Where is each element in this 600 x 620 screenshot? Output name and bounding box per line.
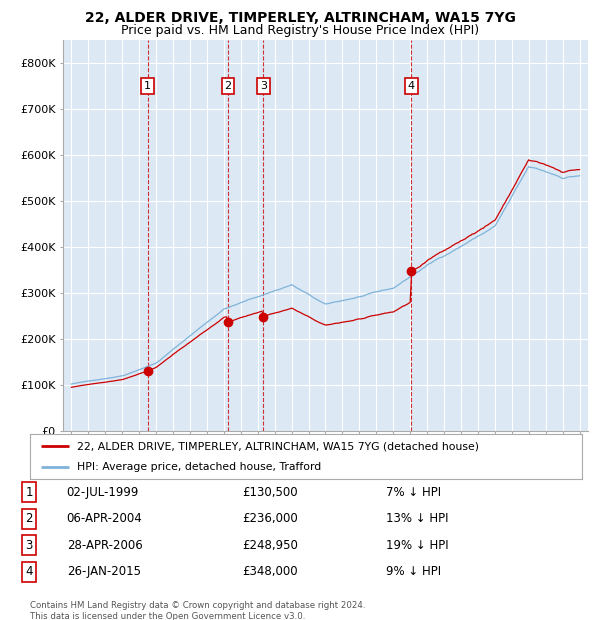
Text: £130,500: £130,500 (242, 486, 298, 498)
Text: £248,950: £248,950 (242, 539, 298, 552)
Text: 1: 1 (144, 81, 151, 91)
Text: 4: 4 (26, 565, 33, 578)
Text: Contains HM Land Registry data © Crown copyright and database right 2024.
This d: Contains HM Land Registry data © Crown c… (30, 601, 365, 620)
Text: 28-APR-2006: 28-APR-2006 (67, 539, 142, 552)
Text: 3: 3 (26, 539, 33, 552)
Text: 9% ↓ HPI: 9% ↓ HPI (386, 565, 442, 578)
Text: HPI: Average price, detached house, Trafford: HPI: Average price, detached house, Traf… (77, 461, 321, 472)
Text: 4: 4 (408, 81, 415, 91)
Text: £236,000: £236,000 (242, 512, 298, 525)
Text: 13% ↓ HPI: 13% ↓ HPI (386, 512, 449, 525)
Text: 2: 2 (224, 81, 232, 91)
Text: 22, ALDER DRIVE, TIMPERLEY, ALTRINCHAM, WA15 7YG (detached house): 22, ALDER DRIVE, TIMPERLEY, ALTRINCHAM, … (77, 441, 479, 451)
Text: 02-JUL-1999: 02-JUL-1999 (67, 486, 139, 498)
Text: 2: 2 (26, 512, 33, 525)
Text: 22, ALDER DRIVE, TIMPERLEY, ALTRINCHAM, WA15 7YG: 22, ALDER DRIVE, TIMPERLEY, ALTRINCHAM, … (85, 11, 515, 25)
Text: 1: 1 (26, 486, 33, 498)
Text: 3: 3 (260, 81, 267, 91)
Text: 19% ↓ HPI: 19% ↓ HPI (386, 539, 449, 552)
Text: 7% ↓ HPI: 7% ↓ HPI (386, 486, 442, 498)
Text: £348,000: £348,000 (242, 565, 298, 578)
Text: Price paid vs. HM Land Registry's House Price Index (HPI): Price paid vs. HM Land Registry's House … (121, 24, 479, 37)
Text: 06-APR-2004: 06-APR-2004 (67, 512, 142, 525)
Text: 26-JAN-2015: 26-JAN-2015 (67, 565, 141, 578)
